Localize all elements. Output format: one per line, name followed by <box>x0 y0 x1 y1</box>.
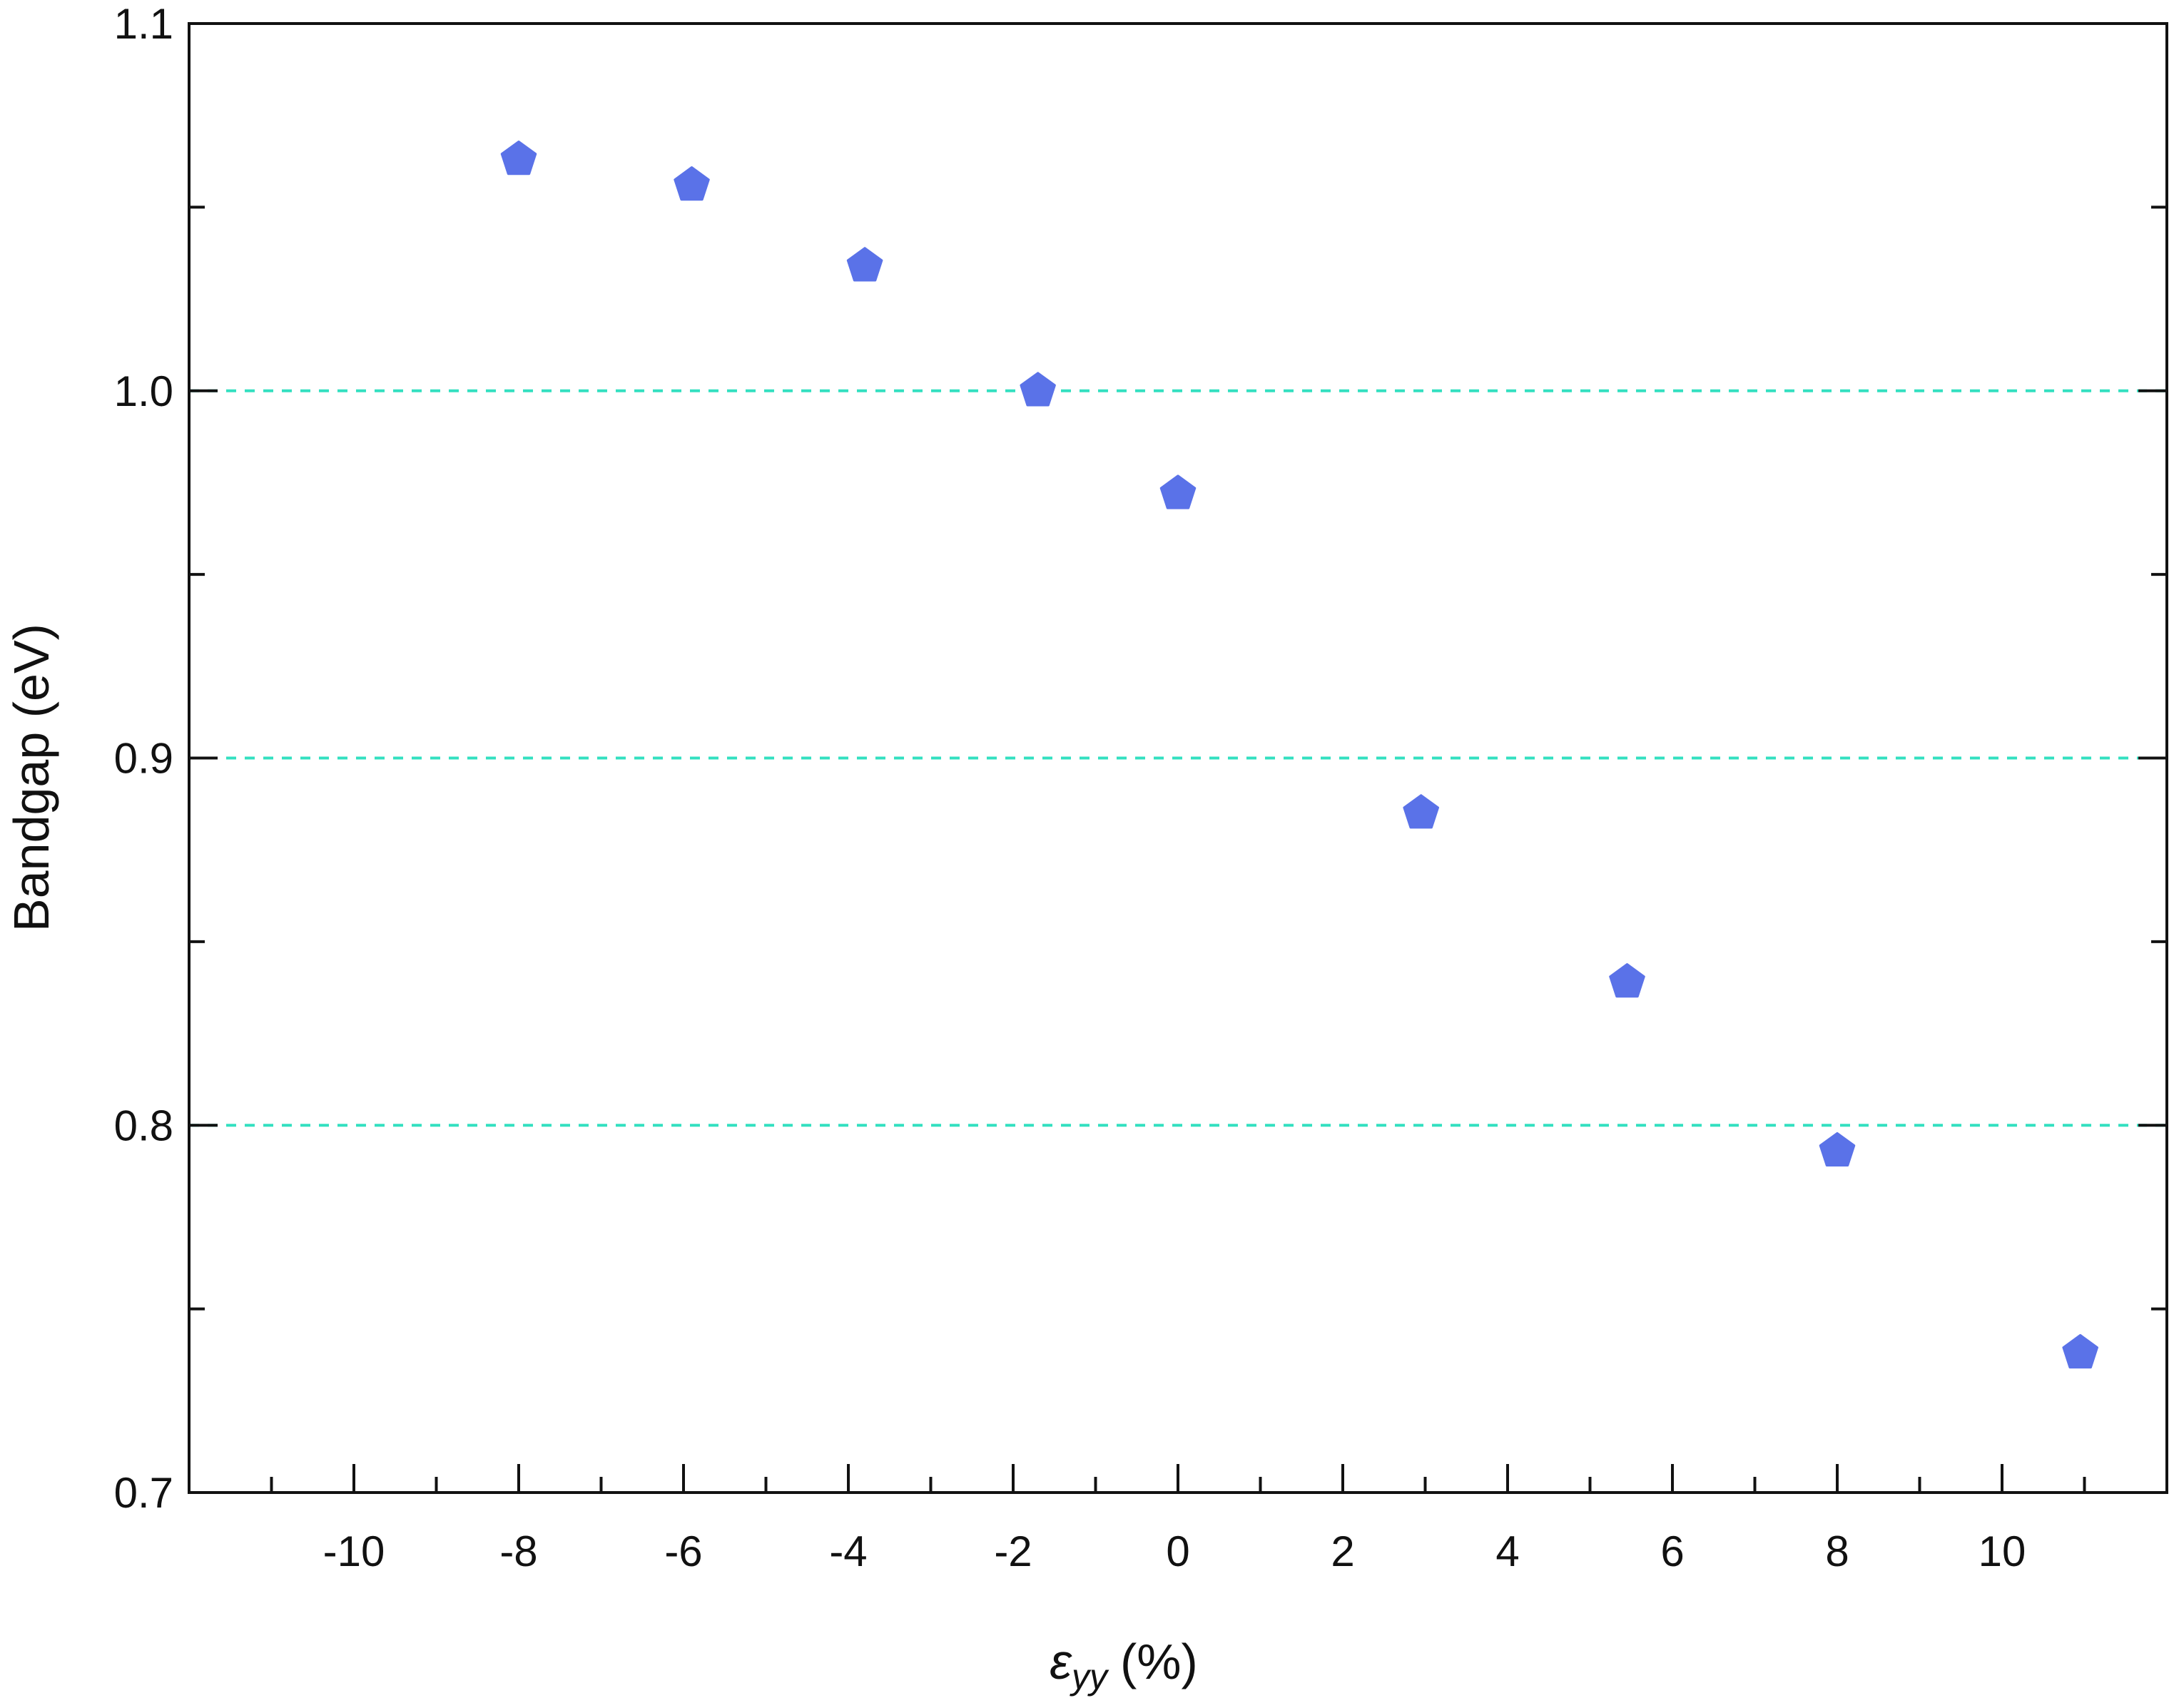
data-point <box>1609 963 1645 998</box>
x-axis-symbol: ε <box>1050 1634 1072 1689</box>
x-tick-label: 2 <box>1331 1527 1354 1575</box>
gridlines <box>189 389 2167 1127</box>
x-tick-label: 10 <box>1979 1527 2026 1575</box>
y-tick-label: 1.1 <box>114 0 173 48</box>
x-tick-label: -8 <box>499 1527 537 1575</box>
data-point <box>500 141 537 176</box>
x-axis-subscript: yy <box>1070 1657 1109 1697</box>
x-tick-label: 4 <box>1495 1527 1519 1575</box>
axes: -10 -8 -6 -4 -2 0 2 4 6 8 10 0.7 0.8 0.9 1.0 1.1 <box>114 0 2168 1575</box>
data-point <box>1403 794 1439 829</box>
y-axis-title: Bandgap (eV) <box>4 624 59 932</box>
x-tick-label: -4 <box>829 1527 867 1575</box>
data-point <box>2062 1333 2098 1369</box>
data-point <box>1819 1132 1856 1166</box>
data-point <box>846 247 883 282</box>
y-tick-label: 1.0 <box>114 367 173 415</box>
y-tick-label: 0.8 <box>114 1102 173 1149</box>
x-tick-label: -6 <box>664 1527 702 1575</box>
data-points <box>500 141 2098 1369</box>
data-point <box>1020 372 1056 407</box>
x-tick-label: 0 <box>1166 1527 1189 1575</box>
x-tick-label: 8 <box>1825 1527 1849 1575</box>
data-point <box>1159 474 1197 509</box>
y-tick-label: 0.7 <box>114 1469 173 1517</box>
data-point <box>674 166 710 201</box>
y-tick-label: 0.9 <box>114 735 173 783</box>
x-tick-label: -10 <box>323 1527 385 1575</box>
x-axis-unit: (%) <box>1120 1634 1198 1689</box>
x-tick-label: -2 <box>994 1527 1032 1575</box>
x-tick-label: 6 <box>1660 1527 1684 1575</box>
x-axis-title: εyy (%) <box>1050 1634 1198 1697</box>
